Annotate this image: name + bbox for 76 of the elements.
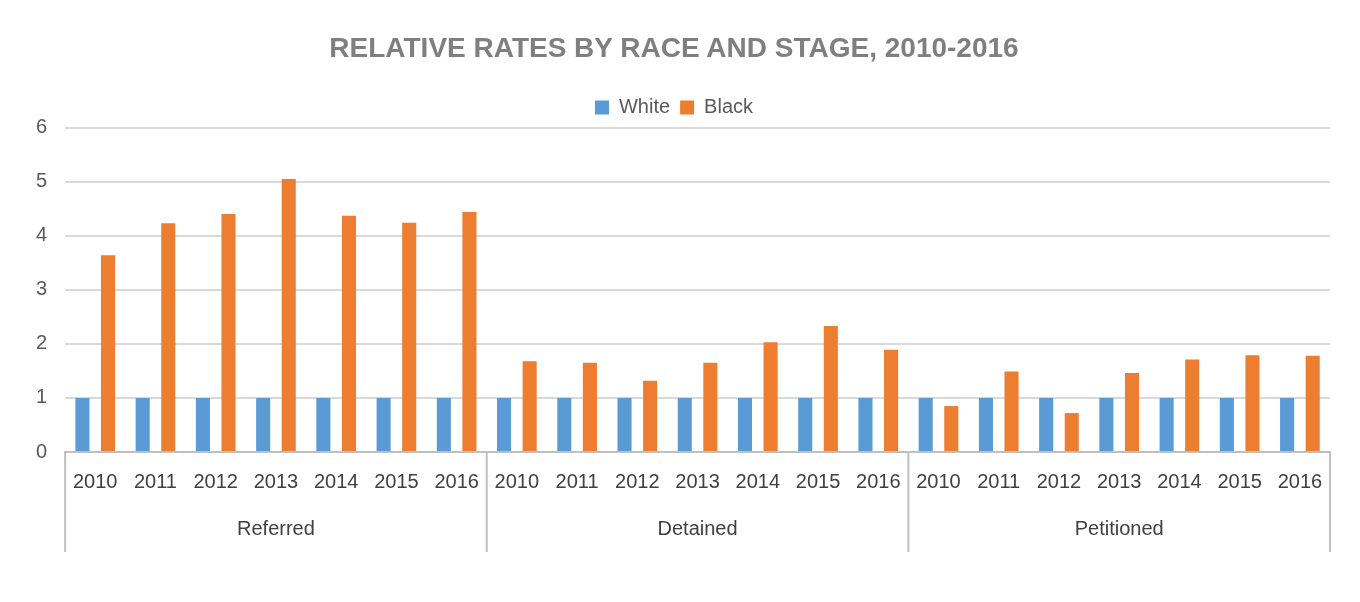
y-tick-label: 4: [36, 223, 48, 246]
bar: [101, 255, 116, 451]
x-tick-label: 2013: [253, 469, 299, 492]
bar: [135, 397, 150, 451]
legend-label: Black: [704, 95, 755, 118]
bar: [1124, 373, 1140, 451]
bar: [737, 397, 753, 451]
bar: [978, 397, 993, 451]
chart-title: RELATIVE RATES BY RACE AND STAGE, 2010-2016: [329, 31, 1019, 63]
y-tick-label: 0: [36, 439, 48, 462]
bar: [316, 397, 331, 451]
bar: [763, 342, 778, 451]
x-tick-label: 2015: [1217, 469, 1262, 492]
bar: [798, 397, 813, 451]
bar: [823, 326, 838, 451]
bar: [918, 397, 933, 451]
bar: [1185, 359, 1200, 451]
bar: [858, 397, 873, 451]
bar: [944, 406, 959, 451]
legend-label: White: [618, 95, 671, 118]
bar: [617, 397, 632, 451]
bar: [582, 362, 597, 451]
bar: [884, 349, 899, 451]
bar: [402, 222, 417, 451]
x-tick-label: 2011: [555, 469, 599, 492]
bar: [703, 362, 718, 451]
x-tick-label: 2015: [795, 469, 841, 492]
bar: [1245, 355, 1260, 451]
bar: [643, 380, 658, 451]
bar: [195, 397, 210, 451]
bar: [462, 211, 477, 451]
x-tick-label: 2011: [977, 469, 1021, 492]
x-tick-label: 2014: [735, 469, 781, 492]
x-tick-label: 2010: [72, 469, 118, 492]
bar: [497, 397, 512, 451]
bar: [221, 214, 236, 451]
bar: [557, 397, 572, 451]
bar: [677, 397, 692, 451]
y-tick-label: 1: [36, 385, 48, 408]
bar: [1004, 371, 1019, 451]
bar: [1280, 397, 1295, 451]
x-tick-label: 2015: [374, 469, 419, 492]
x-tick-label: 2016: [434, 469, 479, 492]
x-tick-label: 2010: [916, 469, 961, 492]
bar: [1219, 397, 1234, 451]
x-tick-label: 2013: [675, 469, 720, 492]
bar: [256, 397, 271, 451]
bar: [436, 397, 451, 451]
x-tick-label: 2012: [1036, 469, 1082, 492]
bar: [522, 361, 537, 451]
y-tick-label: 6: [36, 115, 48, 138]
x-tick-label: 2013: [1096, 469, 1142, 492]
text: Referred: [237, 516, 315, 539]
bar: [1159, 397, 1174, 451]
bar: [1305, 355, 1320, 451]
text: Detained: [657, 516, 738, 539]
bar: [1099, 397, 1114, 451]
bar: [1039, 397, 1054, 451]
x-tick-label: 2011: [133, 469, 177, 492]
x-tick-label: 2010: [494, 469, 540, 492]
y-tick-label: 5: [36, 169, 48, 192]
x-tick-label: 2014: [313, 469, 359, 492]
bar: [1064, 413, 1079, 451]
y-tick-label: 3: [36, 277, 48, 300]
x-tick-label: 2016: [1277, 469, 1323, 492]
bar: [75, 397, 90, 451]
x-tick-label: 2012: [615, 469, 660, 492]
x-tick-label: 2016: [856, 469, 901, 492]
bar: [281, 178, 296, 451]
bar: [376, 397, 391, 451]
text: Petitioned: [1074, 516, 1164, 539]
bar: [161, 223, 176, 451]
bar: [341, 215, 357, 451]
x-tick-label: 2014: [1157, 469, 1202, 492]
x-tick-label: 2012: [193, 469, 238, 492]
y-tick-label: 2: [36, 331, 48, 354]
